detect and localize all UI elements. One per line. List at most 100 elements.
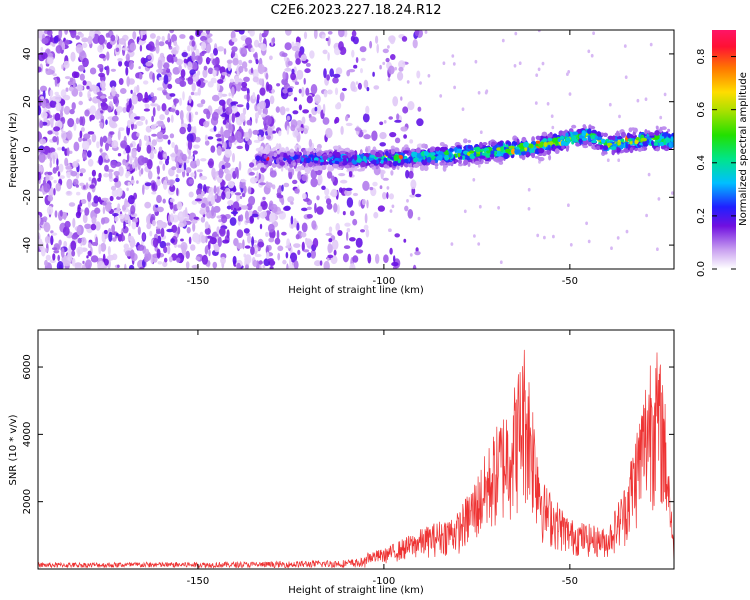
spectrogram-cell	[162, 198, 166, 204]
spectrogram-cell	[286, 151, 291, 156]
spectrogram-cell	[132, 92, 137, 97]
spectrogram-cell	[278, 156, 285, 160]
spectrogram-cell	[176, 155, 182, 163]
spectrogram-cell	[61, 146, 65, 152]
spectrogram-cell	[76, 84, 84, 92]
spectrogram-cell	[246, 102, 250, 111]
spectrogram-cell	[419, 81, 422, 85]
spectrogram-cell	[38, 238, 43, 246]
spectrogram-cell	[97, 177, 102, 182]
spectrogram-cell	[156, 87, 165, 91]
spectrogram-cell	[346, 231, 349, 241]
spectrogram-cell	[255, 147, 261, 152]
spectrogram-cell	[472, 178, 476, 182]
spectrogram-cell	[79, 73, 85, 81]
spectrogram-cell	[295, 234, 300, 240]
spectrogram-cell	[265, 72, 269, 80]
spectrogram-cell	[101, 103, 109, 111]
spectrogram-x-tick-label: -50	[562, 276, 578, 287]
spectrogram-cell	[174, 144, 179, 155]
spectrogram-cell	[358, 199, 362, 207]
spectrogram-cell	[286, 263, 289, 269]
spectrogram-cell	[75, 44, 84, 54]
spectrogram-cell	[632, 131, 636, 137]
spectrogram-cell	[224, 162, 231, 169]
spectrogram-cell	[149, 230, 153, 237]
spectrogram-cell	[110, 160, 118, 169]
spectrogram-cell	[39, 218, 44, 226]
spectrogram-cell	[278, 130, 282, 137]
spectrogram-cell	[537, 30, 541, 33]
spectrogram-cell	[268, 206, 274, 210]
spectrogram-cell	[328, 153, 333, 157]
spectrogram-cell	[438, 154, 443, 161]
spectrogram-cell	[409, 194, 416, 198]
spectrogram-cell	[386, 192, 389, 199]
spectrogram-cell	[629, 147, 634, 154]
spectrogram-cell	[659, 126, 663, 133]
spectrogram-cell	[344, 147, 351, 152]
spectrogram-cell	[637, 147, 643, 152]
spectrogram-cell	[538, 157, 545, 162]
spectrogram-cell	[227, 200, 234, 206]
spectrogram-cell	[424, 144, 428, 149]
spectrogram-cell	[362, 113, 370, 123]
spectrogram-cell	[301, 207, 308, 212]
spectrogram-cell	[162, 134, 169, 140]
spectrogram-cell	[300, 231, 307, 238]
spectrogram-cell	[68, 86, 74, 92]
spectrogram-cell	[210, 145, 216, 153]
spectrogram-cell	[167, 83, 173, 89]
spectrogram-cell	[196, 169, 203, 173]
spectrogram-cell	[644, 129, 648, 135]
spectrogram-cell	[359, 149, 363, 156]
spectrogram-cell	[232, 57, 239, 66]
spectrogram-cell	[548, 154, 552, 161]
spectrogram-cell	[635, 137, 640, 141]
spectrogram-cell	[91, 133, 97, 143]
spectrogram-cell	[614, 132, 621, 137]
spectrogram-cell	[316, 206, 324, 215]
spectrogram-cell	[111, 140, 119, 149]
spectrogram-cell	[306, 252, 312, 258]
spectrogram-cell	[201, 50, 207, 54]
spectrogram-cell	[514, 31, 518, 36]
spectrogram-cell	[216, 145, 222, 156]
spectrogram-cell	[44, 259, 48, 267]
spectrogram-cell	[128, 98, 132, 109]
spectrogram-cell	[187, 156, 191, 160]
spectrogram-cell	[353, 154, 358, 161]
spectrogram-cell	[541, 61, 545, 66]
spectrogram-cell	[338, 187, 343, 193]
spectrogram-cell	[156, 174, 160, 186]
spectrogram-cell	[630, 127, 636, 131]
spectrogram-cell	[43, 222, 51, 233]
spectrogram-cell	[113, 96, 118, 104]
spectrogram-cell	[352, 255, 359, 263]
snr-x-tick-label: -50	[562, 576, 578, 587]
spectrogram-cell	[89, 67, 97, 75]
spectrogram-cell	[291, 168, 295, 176]
spectrogram-cell	[191, 82, 196, 92]
spectrogram-cell	[169, 30, 174, 34]
spectrogram-cell	[289, 152, 295, 157]
spectrogram-cell	[392, 161, 398, 167]
spectrogram-cell	[63, 60, 70, 69]
spectrogram-cell	[151, 139, 157, 147]
spectrogram-cell	[402, 106, 409, 114]
spectrogram-cell	[68, 202, 76, 207]
spectrogram-cell	[74, 262, 82, 269]
spectrogram-cell	[267, 258, 274, 262]
spectrogram-cell	[467, 162, 471, 167]
spectrogram-cell	[79, 172, 84, 177]
spectrogram-cell	[404, 205, 409, 212]
spectrogram-cell	[204, 134, 208, 142]
spectrogram-cell	[40, 85, 47, 93]
spectrogram-cell	[223, 48, 227, 55]
spectrogram-cell	[383, 161, 387, 165]
spectrogram-cell	[263, 30, 269, 37]
spectrogram-cell	[125, 66, 129, 76]
spectrogram-cell	[59, 111, 64, 117]
spectrogram-cell	[256, 94, 260, 101]
spectrogram-cell	[402, 150, 409, 154]
